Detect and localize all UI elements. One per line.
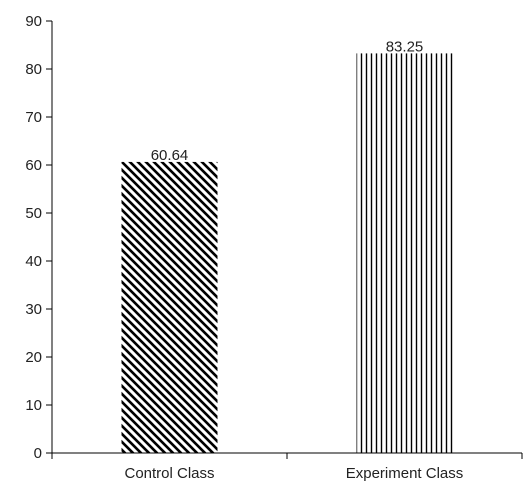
x-tick-label-experiment-class: Experiment Class xyxy=(346,465,464,482)
y-tick-label-90: 90 xyxy=(25,13,42,30)
data-label-experiment-class: 83.25 xyxy=(386,38,424,55)
y-tick-label-40: 40 xyxy=(25,253,42,270)
bar-control-class xyxy=(121,161,218,454)
y-tick-label-70: 70 xyxy=(25,109,42,126)
y-tick-label-60: 60 xyxy=(25,157,42,174)
data-label-control-class: 60.64 xyxy=(151,147,189,164)
bar-experiment-class xyxy=(356,53,453,454)
x-tick-label-control-class: Control Class xyxy=(124,465,214,482)
y-tick-label-50: 50 xyxy=(25,205,42,222)
y-tick-label-0: 0 xyxy=(34,445,42,462)
y-tick-label-10: 10 xyxy=(25,397,42,414)
y-tick-label-20: 20 xyxy=(25,349,42,366)
y-tick-label-80: 80 xyxy=(25,61,42,78)
y-tick-label-30: 30 xyxy=(25,301,42,318)
